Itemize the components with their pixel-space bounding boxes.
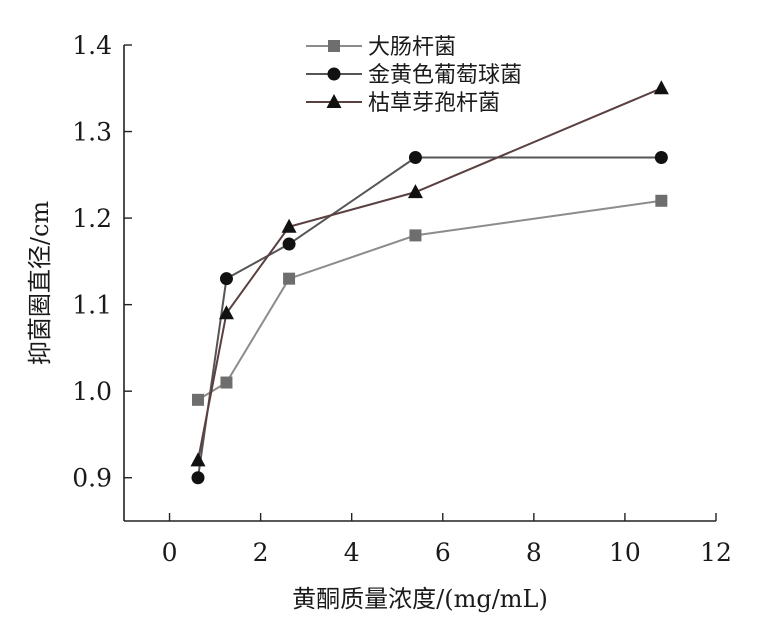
data-point — [655, 194, 668, 207]
series-3 — [190, 80, 669, 467]
ticks: 0 2 4 6 8 10 12 0.9 1.0 1.1 1.2 1.3 1.4 — [72, 31, 732, 567]
data-point — [653, 80, 669, 95]
legend-entry: 枯草芽孢杆菌 — [306, 91, 500, 116]
data-point — [220, 376, 233, 389]
axes — [123, 45, 716, 522]
x-tick-label: 10 — [609, 538, 641, 567]
x-axis-label: 黄酮质量浓度/(mg/mL) — [292, 585, 548, 613]
y-tick-label: 0.9 — [72, 464, 112, 493]
data-point — [191, 471, 205, 485]
legend-label: 枯草芽孢杆菌 — [368, 91, 500, 116]
x-tick-label: 6 — [435, 538, 451, 567]
series-1 — [192, 194, 668, 406]
x-tick-label: 2 — [253, 538, 269, 567]
x-tick-label: 8 — [526, 538, 542, 567]
x-tick-label: 0 — [162, 538, 178, 567]
x-tick-label: 4 — [344, 538, 360, 567]
legend-label: 大肠杆菌 — [368, 35, 456, 60]
y-tick-label: 1.4 — [72, 31, 112, 60]
series-2 — [191, 151, 668, 485]
legend-marker — [326, 94, 342, 108]
data-point — [654, 151, 668, 165]
data-point — [218, 305, 234, 320]
data-point — [282, 237, 296, 251]
data-point — [219, 272, 233, 286]
x-tick-label: 12 — [700, 538, 732, 567]
legend-entry: 金黄色葡萄球菌 — [306, 63, 522, 88]
data-point — [408, 151, 422, 165]
legend-marker — [327, 67, 341, 81]
data-point — [407, 184, 423, 199]
series-line — [197, 156, 662, 478]
series-line — [197, 87, 662, 461]
data-point — [409, 229, 422, 242]
y-tick-label: 1.3 — [72, 118, 112, 147]
legend-label: 金黄色葡萄球菌 — [368, 63, 522, 88]
series-line — [197, 199, 662, 401]
y-tick-label: 1.0 — [72, 377, 112, 406]
data-point — [192, 393, 204, 406]
legend-marker — [328, 40, 340, 52]
data-point — [283, 272, 296, 285]
series-layer — [190, 80, 669, 485]
legend-entry: 大肠杆菌 — [306, 35, 456, 60]
data-point — [281, 218, 297, 233]
y-tick-label: 1.1 — [72, 291, 112, 320]
y-tick-label: 1.2 — [72, 204, 112, 233]
y-axis-label: 抑菌圈直径/cm — [26, 201, 54, 366]
data-point — [190, 452, 206, 467]
